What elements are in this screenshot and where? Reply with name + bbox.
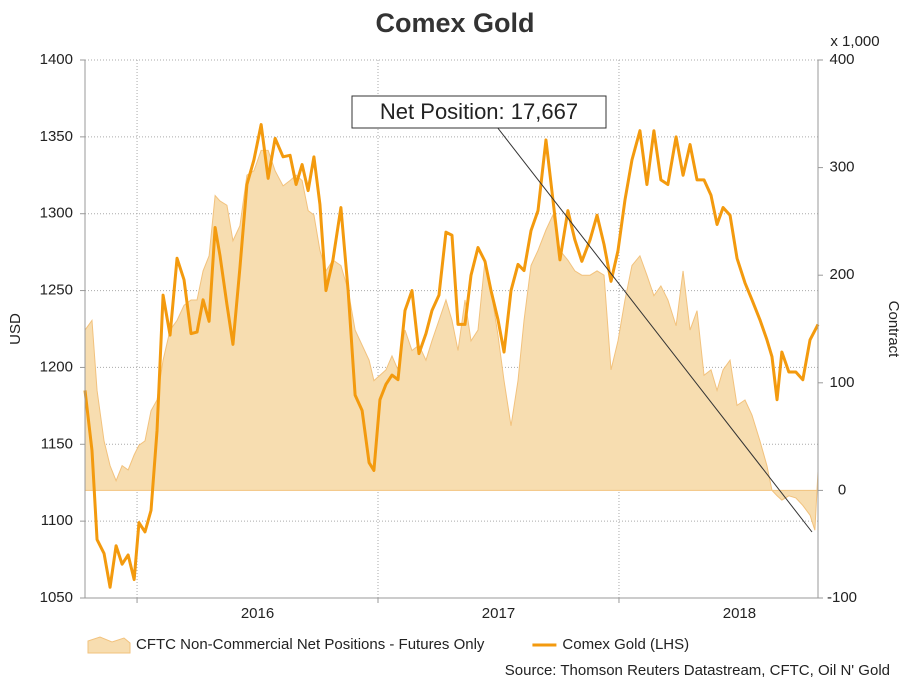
annotation-line xyxy=(496,126,813,533)
y-tick-label: 1400 xyxy=(40,51,73,68)
y-tick-label: 1050 xyxy=(40,589,73,606)
x-tick-label: 2017 xyxy=(482,605,515,622)
y-tick-label: 1300 xyxy=(40,205,73,222)
source: Source: Thomson Reuters Datastream, CFTC… xyxy=(505,662,890,679)
y2-unit: x 1,000 xyxy=(830,33,879,50)
area xyxy=(84,149,819,531)
plot-area: 1050 1100 1150 1200 1250 1300 1350 1400 -100 0 100… xyxy=(40,51,857,654)
legend-swatch xyxy=(87,636,131,654)
annotation-box xyxy=(351,95,607,129)
y2-tick-label: 100 xyxy=(829,374,854,391)
y-tick-label: 1100 xyxy=(41,512,73,529)
line xyxy=(83,123,820,589)
x-tick-label: 2018 xyxy=(723,605,756,622)
y2-tick-label: 0 xyxy=(838,481,846,498)
legend-label: CFTC Non-Commercial Net Positions - Futu… xyxy=(136,636,485,653)
y-tick-label: 1150 xyxy=(41,435,73,452)
y-tick-label: 1200 xyxy=(40,358,73,375)
y2-tick-label: 200 xyxy=(829,266,854,283)
y-tick-label: 1250 xyxy=(40,282,73,299)
x-tick-label: 2016 xyxy=(241,605,274,622)
y2-tick-label: -100 xyxy=(827,589,857,606)
chart-title: Comex Gold xyxy=(375,8,534,38)
y2-axis-label: Contract xyxy=(885,301,902,359)
y2-tick-label: 400 xyxy=(829,51,854,68)
annotation: Net Position: 17,667 xyxy=(380,99,578,124)
y-axis-label: USD xyxy=(7,313,24,345)
legend-label: Comex Gold (LHS) xyxy=(562,636,689,653)
y-tick-label: 1350 xyxy=(40,128,73,145)
y2-tick-label: 300 xyxy=(829,159,854,176)
